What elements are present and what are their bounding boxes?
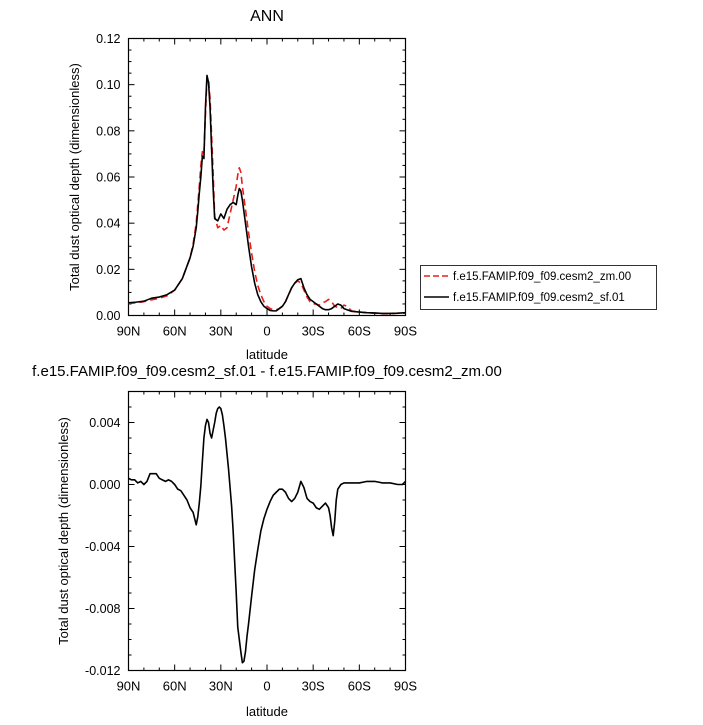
- top-y-tick-label: 0.02: [96, 263, 120, 277]
- legend-box: [420, 265, 657, 310]
- legend: f.e15.FAMIP.f09_f09.cesm2_zm.00 f.e15.FA…: [420, 265, 657, 310]
- top-x-tick-label: 90S: [394, 324, 417, 339]
- top-y-tick-label: 0.10: [96, 78, 120, 92]
- top-panel: ANN 90N 60N 30N 0 30S 60S 90S 0.00 0.02 0.04 0.06 0…: [67, 8, 417, 362]
- legend-label-zm: f.e15.FAMIP.f09_f09.cesm2_zm.00: [453, 271, 631, 283]
- bottom-x-axis-label: latitude: [246, 704, 288, 719]
- top-x-tick-label: 90N: [117, 324, 141, 339]
- top-y-tick-label: 0.12: [96, 32, 120, 46]
- top-y-tick-label: 0.04: [96, 217, 120, 231]
- bottom-panel: f.e15.FAMIP.f09_f09.cesm2_sf.01 - f.e15.…: [32, 363, 502, 719]
- legend-label-sf: f.e15.FAMIP.f09_f09.cesm2_sf.01: [453, 292, 625, 304]
- top-x-tick-label: 60N: [163, 324, 187, 339]
- top-y-tick-label: 0.06: [96, 171, 120, 185]
- bottom-y-tick-label: -0.008: [85, 602, 120, 616]
- top-series-line-0: [128, 76, 406, 315]
- bottom-plot-frame: [127, 390, 407, 672]
- top-series-line-1: [128, 74, 406, 315]
- bottom-x-tick-label: 30S: [302, 679, 325, 694]
- bottom-series-line-0: [128, 406, 407, 664]
- bottom-y-tick-label: -0.012: [85, 664, 120, 678]
- top-x-tick-label: 0: [263, 324, 270, 339]
- bottom-y-tick-label: 0.000: [89, 478, 120, 492]
- top-x-axis-label: latitude: [246, 347, 288, 362]
- top-axis-ticks: 90N 60N 30N 0 30S 60S 90S 0.00 0.02 0.04 0.06 0.08 0…: [96, 32, 417, 339]
- top-y-tick-label: 0.00: [96, 309, 120, 323]
- bottom-axis-ticks: 90N 60N 30N 0 30S 60S 90S -0.012 -0.008 -0.004 0.0…: [85, 391, 417, 694]
- bottom-y-axis-label: Total dust optical depth (dimensionless): [56, 417, 71, 645]
- top-x-tick-label: 60S: [348, 324, 371, 339]
- bottom-chart-title: f.e15.FAMIP.f09_f09.cesm2_sf.01 - f.e15.…: [32, 363, 502, 380]
- bottom-x-tick-label: 60N: [163, 679, 187, 694]
- bottom-x-tick-label: 0: [263, 679, 270, 694]
- bottom-x-tick-label: 60S: [348, 679, 371, 694]
- bottom-x-tick-label: 30N: [209, 679, 233, 694]
- top-chart-title: ANN: [250, 8, 284, 25]
- bottom-y-tick-label: -0.004: [85, 540, 120, 554]
- bottom-series-group: [128, 406, 407, 664]
- top-x-tick-label: 30S: [302, 324, 325, 339]
- bottom-y-tick-label: 0.004: [89, 416, 120, 430]
- top-y-tick-label: 0.08: [96, 124, 120, 138]
- top-plot-frame: [127, 37, 407, 317]
- bottom-x-tick-label: 90S: [394, 679, 417, 694]
- bottom-x-tick-label: 90N: [117, 679, 141, 694]
- top-x-tick-label: 30N: [209, 324, 233, 339]
- top-series-group: [128, 74, 406, 315]
- top-y-axis-label: Total dust optical depth (dimensionless): [67, 63, 82, 291]
